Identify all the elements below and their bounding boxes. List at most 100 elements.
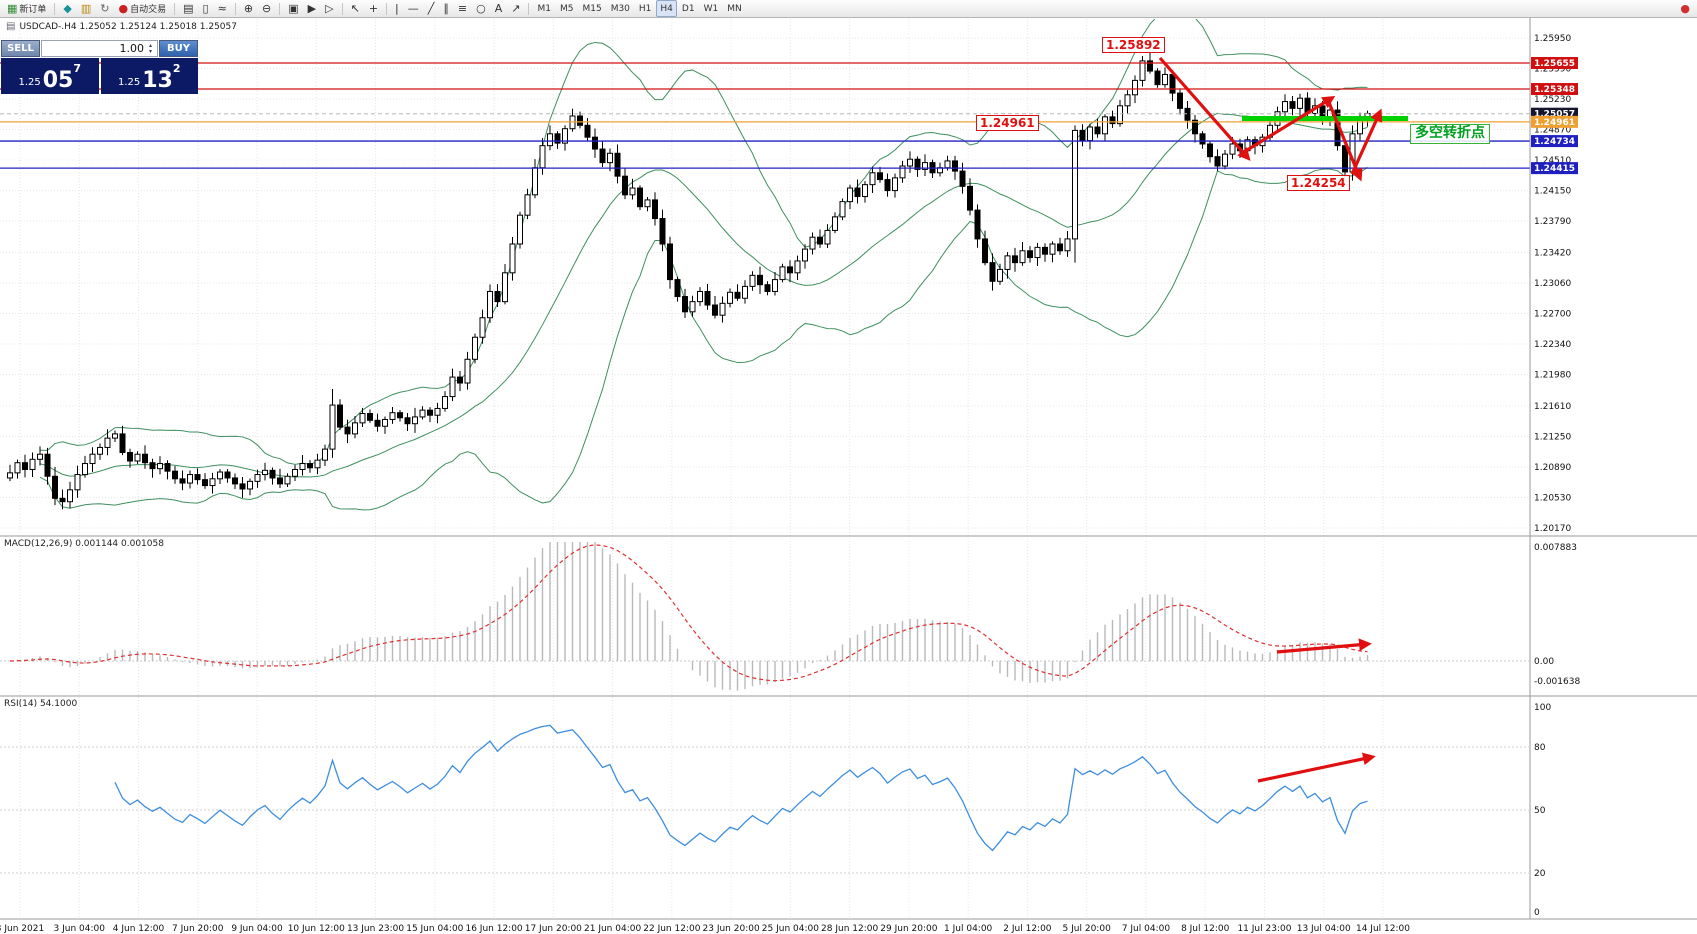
- candle: [712, 304, 718, 316]
- timeframe-m1-button[interactable]: M1: [533, 0, 555, 17]
- buy-button[interactable]: BUY: [159, 40, 198, 57]
- candle: [172, 470, 178, 480]
- candle: [809, 236, 816, 250]
- bollinger-middle-band: [39, 112, 1368, 478]
- autotrading-icon: ●: [118, 2, 129, 15]
- bid-price-button[interactable]: 1.25 05 7: [1, 58, 99, 94]
- layout-profile-icon[interactable]: ◆: [59, 0, 75, 17]
- price-tag: [1531, 83, 1578, 96]
- text-label-icon[interactable]: A: [491, 0, 507, 17]
- candle: [959, 170, 966, 187]
- trend-arrow[interactable]: [1257, 752, 1376, 783]
- trend-arrow[interactable]: [1350, 108, 1383, 175]
- time-axis-label: 7 Jun 20:00: [172, 924, 224, 934]
- candle: [67, 489, 73, 503]
- toolbar-separator: [174, 2, 176, 15]
- candle: [1207, 143, 1213, 158]
- trend-arrow[interactable]: [1158, 56, 1251, 161]
- trend-arrow[interactable]: [1276, 638, 1372, 654]
- price-callout-low[interactable]: 1.24254: [1287, 175, 1350, 191]
- candle: [1042, 246, 1048, 255]
- sell-button[interactable]: SELL: [1, 40, 40, 57]
- timeframe-m5-button[interactable]: M5: [556, 0, 578, 17]
- trendline-icon[interactable]: ╱: [424, 0, 439, 17]
- equidistant-channel-icon[interactable]: ∥: [439, 0, 453, 17]
- candle: [127, 452, 133, 462]
- candle: [869, 172, 876, 186]
- zoom-out-icon: ⊖: [262, 2, 272, 15]
- candle: [832, 216, 838, 231]
- record-icon[interactable]: ●: [1676, 0, 1694, 17]
- time-axis-label: 3 Jun 2021: [0, 924, 44, 934]
- timeframe-m15-button[interactable]: M15: [578, 0, 605, 17]
- bid-big-digits: 05: [42, 68, 74, 93]
- volume-down-icon[interactable]: ▾: [148, 47, 152, 55]
- candlestick-chart-icon: ▯: [202, 2, 209, 15]
- horizontal-line-icon[interactable]: —: [404, 0, 423, 17]
- history-center-icon[interactable]: ▥: [77, 0, 95, 17]
- candlestick-chart-icon[interactable]: ▯: [199, 0, 213, 17]
- equidistant-channel-icon: ∥: [443, 2, 449, 15]
- bar-chart-icon[interactable]: ▤: [179, 0, 197, 17]
- tile-windows-icon[interactable]: ▣: [284, 0, 302, 17]
- candle: [299, 463, 306, 470]
- arrow-objects-icon[interactable]: ↗: [507, 0, 524, 17]
- trend-arrow[interactable]: [1243, 95, 1336, 154]
- timeframe-h1-button[interactable]: H1: [635, 0, 656, 17]
- new-order-button[interactable]: ▦ 新订单: [3, 0, 50, 17]
- volume-up-icon[interactable]: ▴: [148, 41, 152, 49]
- bollinger-lower-band: [39, 166, 1368, 511]
- time-axis-label: 11 Jul 23:00: [1237, 924, 1291, 934]
- price-callout-high[interactable]: 1.25892: [1102, 37, 1165, 53]
- candle: [862, 184, 868, 198]
- zoom-in-icon[interactable]: ⊕: [240, 0, 257, 17]
- candle: [292, 468, 298, 477]
- candle: [44, 453, 51, 477]
- candle: [157, 463, 163, 470]
- fibonacci-icon[interactable]: ≡: [454, 0, 471, 17]
- volume-input[interactable]: 1.00 ▴ ▾: [41, 40, 158, 57]
- candle: [412, 416, 418, 425]
- candle: [427, 409, 433, 416]
- candle: [1289, 101, 1296, 109]
- timeframe-w1-button[interactable]: W1: [700, 0, 723, 17]
- candle: [1177, 92, 1183, 109]
- candle: [329, 404, 336, 450]
- line-chart-icon[interactable]: ≈: [214, 0, 231, 17]
- time-axis-label: 25 Jun 04:00: [762, 924, 819, 934]
- autotrading-button[interactable]: ● 自动交易: [115, 0, 171, 17]
- price-tag: [1531, 162, 1578, 175]
- time-axis-label: 1 Jul 04:00: [944, 924, 993, 934]
- timeframe-m30-button[interactable]: M30: [607, 0, 634, 17]
- candle: [179, 478, 186, 484]
- candle: [322, 448, 328, 461]
- candle: [397, 412, 403, 419]
- candle: [1049, 243, 1056, 255]
- refresh-icon: ↻: [100, 2, 110, 15]
- chart-shift-icon[interactable]: ▷: [321, 0, 337, 17]
- shapes-icon[interactable]: ○: [472, 0, 490, 17]
- price-callout-support[interactable]: 1.24961: [976, 115, 1039, 131]
- timeframe-d1-button[interactable]: D1: [678, 0, 699, 17]
- candles-layer: [7, 19, 1371, 511]
- timeframe-h4-button[interactable]: H4: [656, 0, 677, 17]
- crosshair-icon[interactable]: +: [365, 0, 382, 17]
- auto-scroll-icon[interactable]: ▶: [304, 0, 320, 17]
- price-tag: [1531, 115, 1578, 128]
- turning-point-label[interactable]: 多空转折点: [1410, 124, 1490, 144]
- candle: [352, 422, 358, 435]
- ask-pip-digit: 2: [172, 62, 181, 75]
- timeframe-mn-button[interactable]: MN: [723, 0, 746, 17]
- refresh-icon[interactable]: ↻: [96, 0, 113, 17]
- zoom-out-icon[interactable]: ⊖: [258, 0, 275, 17]
- vertical-line-icon[interactable]: |: [391, 0, 403, 17]
- ask-price-button[interactable]: 1.25 13 2: [100, 58, 198, 94]
- cursor-icon[interactable]: ↖: [347, 0, 364, 17]
- candle: [682, 296, 688, 313]
- candle: [1064, 238, 1071, 252]
- candle: [434, 407, 441, 416]
- price-tag-label: 1.24734: [1534, 137, 1575, 147]
- candle: [689, 301, 696, 313]
- candle: [817, 236, 823, 245]
